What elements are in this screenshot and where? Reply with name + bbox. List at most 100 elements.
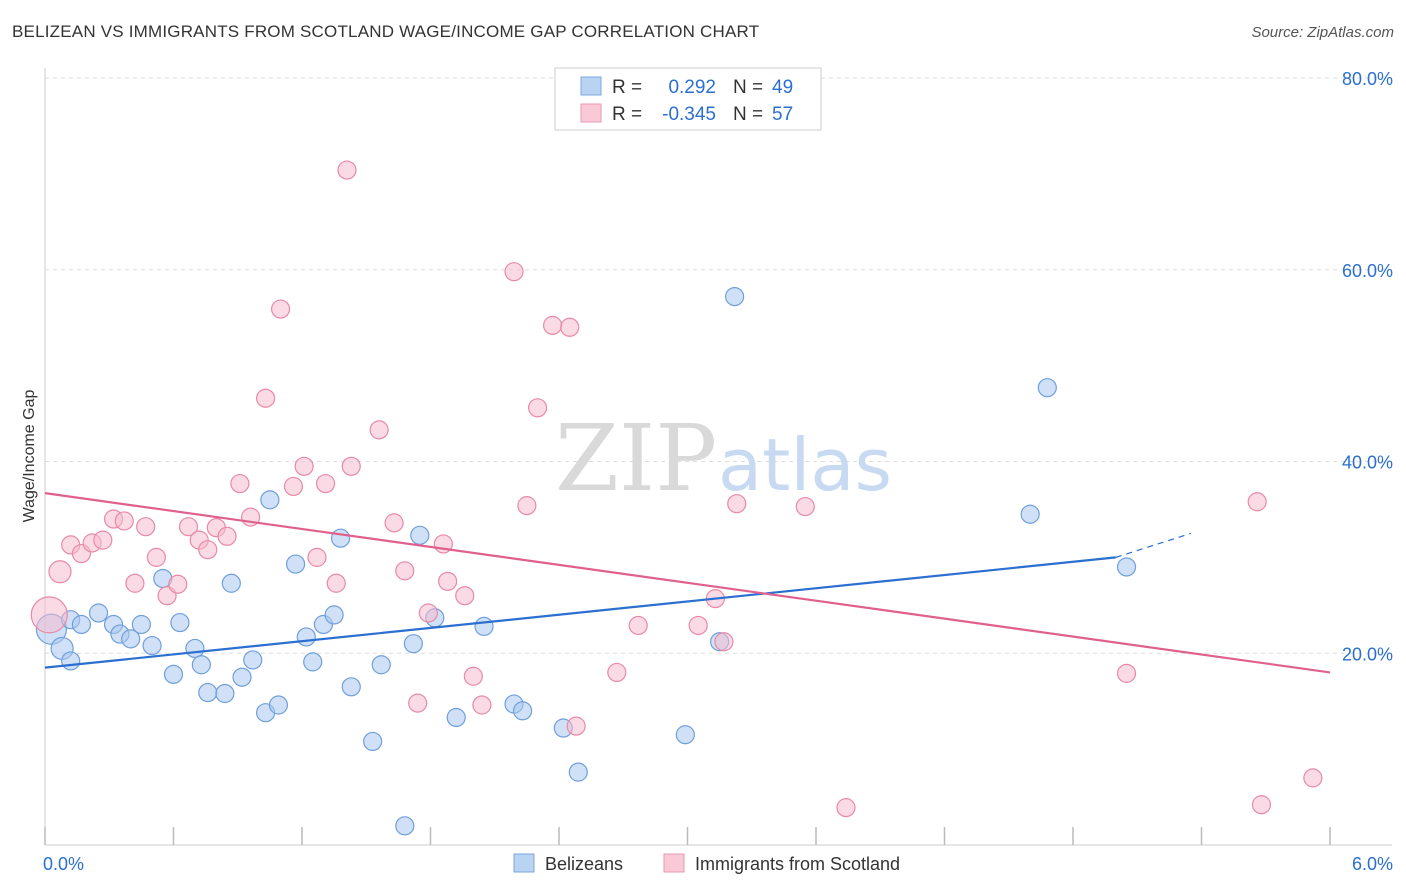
axes: [44, 68, 1392, 846]
data-points: [30, 160, 1323, 836]
bottom-legend-label-scotland: Immigrants from Scotland: [695, 854, 900, 874]
x-tick-label: 0.0%: [43, 854, 84, 874]
scotland-trend-line: [44, 492, 1331, 674]
scotland-point: [178, 517, 199, 537]
correlation-legend: R = 0.292 N = 49 R = -0.345 N = 57: [554, 67, 822, 131]
belizeans-point: [371, 655, 391, 675]
watermark-zip: ZIP: [555, 405, 717, 512]
y-tick-label: 60.0%: [1342, 261, 1393, 281]
scotland-point: [527, 398, 548, 418]
belizeans-point: [215, 683, 235, 704]
y-axis-title: Wage/Income Gap: [21, 390, 38, 523]
belizeans-point: [1037, 378, 1057, 398]
scotland-point: [628, 615, 648, 636]
scotland-point: [217, 526, 237, 546]
belizeans-point: [221, 573, 241, 593]
legend-n-label-1: N =: [733, 77, 763, 98]
scotland-point: [455, 586, 475, 606]
belizeans-point: [725, 286, 745, 307]
belizeans-point: [131, 614, 151, 635]
belizeans-point: [296, 627, 316, 647]
trend-lines: [44, 492, 1331, 674]
belizeans-point: [121, 629, 141, 649]
scotland-point: [560, 317, 580, 337]
scotland-point: [48, 560, 72, 584]
series-legend: Belizeans Immigrants from Scotland: [513, 853, 900, 874]
belizeans-point: [142, 635, 162, 656]
scotland-point: [146, 547, 166, 567]
scotland-point: [607, 662, 627, 683]
scotland-point: [337, 160, 357, 180]
belizeans-point: [232, 667, 252, 687]
scotland-point: [369, 420, 389, 440]
scotland-point: [504, 262, 524, 282]
belizeans-trend-line: [44, 556, 1116, 669]
scotland-point: [230, 473, 250, 494]
belizeans-point: [395, 816, 415, 836]
scotland-point: [472, 695, 492, 715]
belizeans-point: [163, 664, 184, 684]
belizeans-point: [185, 638, 205, 659]
belizeans-point: [191, 655, 211, 675]
bottom-legend-label-belizeans: Belizeans: [545, 854, 623, 874]
belizeans-point: [474, 616, 494, 637]
scotland-point: [688, 615, 708, 636]
scotland-point: [836, 798, 856, 818]
scotland-point: [270, 299, 291, 319]
belizeans-point: [324, 605, 344, 625]
legend-r-label-1: R =: [612, 77, 642, 98]
belizeans-point: [675, 725, 695, 745]
belizeans-point: [330, 528, 351, 548]
chart-source: Source: ZipAtlas.com: [1251, 24, 1394, 41]
scotland-point: [283, 476, 304, 497]
scotland-point: [315, 473, 336, 494]
scotland-point: [727, 494, 747, 514]
scotland-point: [198, 540, 218, 560]
scotland-point: [125, 573, 145, 593]
scotland-point: [517, 496, 537, 516]
belizeans-point: [61, 651, 81, 671]
scotland-point: [30, 596, 68, 634]
y-tick-label: 20.0%: [1342, 644, 1393, 664]
legend-r-label-2: R =: [612, 104, 642, 125]
belizeans-point: [363, 731, 383, 752]
belizeans-point: [1020, 504, 1040, 524]
scotland-point: [255, 388, 276, 408]
belizeans-point: [403, 634, 423, 654]
scotland-point: [714, 632, 734, 652]
scotland-point: [1251, 795, 1272, 815]
belizeans-point: [170, 612, 190, 633]
watermark: ZIP atlas: [555, 405, 892, 512]
scotland-point: [93, 530, 113, 550]
scotland-point: [1247, 492, 1267, 512]
scotland-point: [795, 496, 815, 517]
belizeans-point: [512, 701, 533, 721]
scotland-point: [307, 547, 327, 567]
belizeans-point: [260, 490, 280, 510]
legend-r-value-1: 0.292: [668, 77, 716, 98]
watermark-atlas: atlas: [718, 423, 892, 507]
legend-n-label-2: N =: [733, 104, 763, 125]
belizeans-point: [198, 682, 218, 703]
belizeans-point: [446, 707, 466, 728]
belizeans-point: [568, 762, 588, 782]
belizeans-point: [243, 650, 263, 670]
belizeans-point: [1116, 557, 1137, 577]
scotland-point: [114, 511, 134, 531]
scotland-point: [136, 517, 156, 537]
y-tick-label: 40.0%: [1342, 453, 1393, 473]
belizeans-trend-extension: [1115, 532, 1191, 558]
scotland-point: [438, 571, 458, 591]
scotland-point: [294, 456, 314, 476]
belizeans-point: [71, 614, 92, 635]
chart-title: BELIZEAN VS IMMIGRANTS FROM SCOTLAND WAG…: [12, 22, 760, 41]
scotland-point: [168, 574, 188, 594]
x-tick-label: 6.0%: [1352, 854, 1393, 874]
scotland-point: [384, 513, 404, 533]
belizeans-point: [88, 603, 109, 623]
legend-r-value-2: -0.345: [662, 104, 716, 125]
scotland-point: [1116, 663, 1137, 683]
scotland-point: [408, 693, 428, 713]
belizeans-point: [268, 695, 289, 715]
